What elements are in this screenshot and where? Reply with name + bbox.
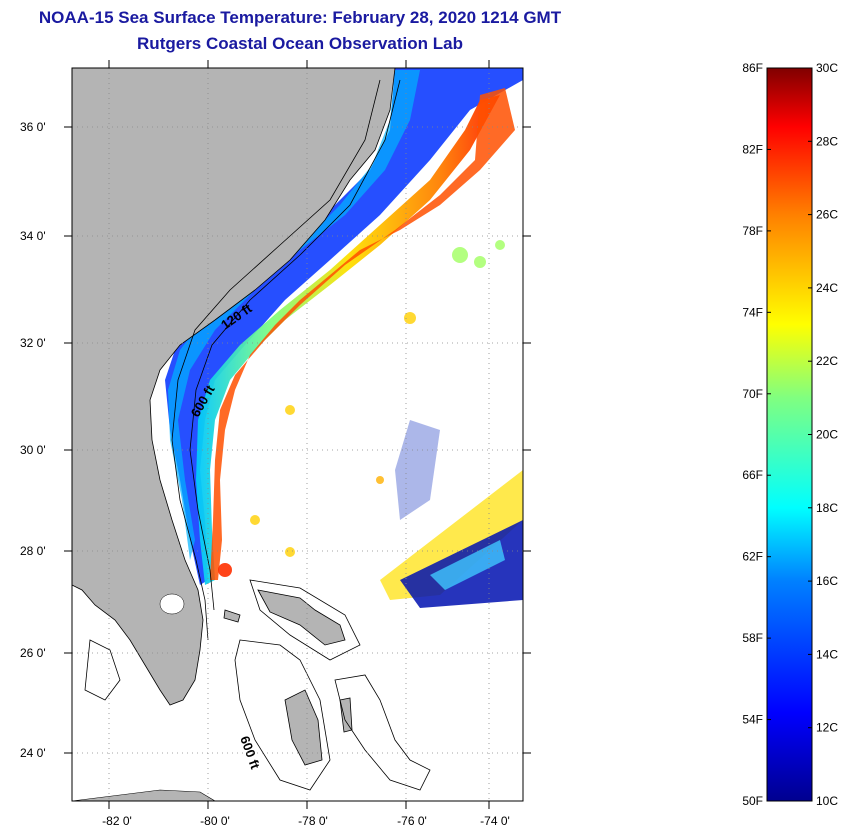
colorbar-c-label: 30C — [816, 61, 838, 75]
colorbar-c-label: 26C — [816, 208, 838, 222]
colorbar-c-label: 10C — [816, 794, 838, 808]
colorbar-c-label: 28C — [816, 134, 838, 148]
lon-tick-label: -82 0' — [102, 814, 132, 828]
colorbar-c-label: 16C — [816, 574, 838, 588]
lat-tick-label: 28 0' — [20, 544, 46, 558]
colorbar-f-label: 82F — [742, 142, 763, 156]
colorbar-f-label: 74F — [742, 305, 763, 319]
lat-tick-label: 34 0' — [20, 229, 46, 243]
colorbar-f-label: 70F — [742, 387, 763, 401]
colorbar-c-label: 20C — [816, 428, 838, 442]
lat-tick-label: 24 0' — [20, 746, 46, 760]
colorbar-f-label: 66F — [742, 468, 763, 482]
colorbar-f-label: 62F — [742, 550, 763, 564]
graticule — [72, 68, 523, 801]
colorbar-f-label: 78F — [742, 224, 763, 238]
colorbar-c-label: 18C — [816, 501, 838, 515]
page-title: NOAA-15 Sea Surface Temperature: Februar… — [38, 8, 562, 27]
colorbar-c-label: 12C — [816, 721, 838, 735]
axis-ticks — [64, 60, 531, 809]
colorbar-c-label: 24C — [816, 281, 838, 295]
colorbar: 86F 82F 78F 74F 70F 66F 62F 58F 54F 50F 30C 28C 26C 2… — [742, 61, 838, 808]
lon-tick-label: -78 0' — [298, 814, 328, 828]
bathymetry-contours — [84, 79, 431, 791]
colorbar-c-label: 22C — [816, 354, 838, 368]
lat-tick-label: 26 0' — [20, 646, 46, 660]
land-mainland — [71, 67, 396, 706]
lon-tick-label: -74 0' — [480, 814, 510, 828]
lon-tick-label: -80 0' — [200, 814, 230, 828]
lat-tick-label: 30 0' — [20, 443, 46, 457]
bahamas-islands — [223, 589, 353, 766]
map-frame — [71, 67, 524, 802]
colorbar-f-label: 86F — [742, 61, 763, 75]
colorbar-f-label: 50F — [742, 794, 763, 808]
colorbar-f-label: 54F — [742, 713, 763, 727]
lat-tick-label: 36 0' — [20, 120, 46, 134]
page-subtitle: Rutgers Coastal Ocean Observation Lab — [137, 34, 463, 53]
lon-tick-label: -76 0' — [397, 814, 427, 828]
colorbar-scale — [766, 67, 813, 802]
lat-tick-label: 32 0' — [20, 336, 46, 350]
colorbar-f-label: 58F — [742, 631, 763, 645]
lake-okeechobee — [159, 593, 185, 615]
colorbar-c-label: 14C — [816, 647, 838, 661]
